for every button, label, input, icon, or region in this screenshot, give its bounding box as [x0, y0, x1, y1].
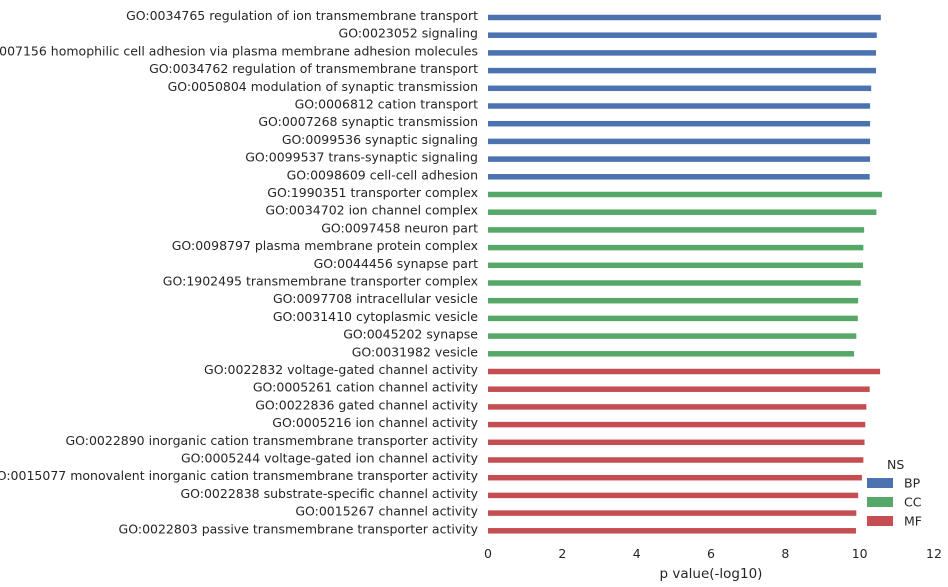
x-tick-label: 0: [484, 546, 492, 561]
bar-cc-14: [488, 244, 864, 251]
category-label: GO:0045202 synapse: [343, 327, 478, 342]
category-label: GO:0099536 synaptic signaling: [282, 132, 478, 147]
category-label: GO:0031410 cytoplasmic vesicle: [273, 309, 478, 324]
legend-entries: BP CC MF: [867, 476, 922, 529]
x-tick-label: 8: [781, 546, 789, 561]
bar-bp-9: [488, 156, 871, 162]
category-label: GO:0005244 voltage-gated ion channel act…: [181, 451, 479, 466]
x-axis: 0 2 4 6 8 10 12: [484, 546, 942, 561]
category-label: GO:0022836 gated channel activity: [255, 397, 478, 412]
legend-swatch-cc: [867, 497, 893, 507]
bar-cc-20: [488, 351, 855, 357]
legend-swatch-bp: [867, 478, 893, 488]
category-label: GO:0022838 substrate-specific channel ac…: [180, 486, 478, 501]
bar-bp-8: [488, 138, 871, 145]
category-label: GO:0007156 homophilic cell adhesion via …: [0, 43, 478, 58]
bar-mf-24: [488, 421, 866, 428]
bar-cc-12: [488, 209, 877, 215]
legend-title: NS: [887, 457, 904, 472]
category-label: GO:0044456 synapse part: [314, 256, 478, 271]
bar-bp-6: [488, 103, 871, 109]
category-label: GO:1990351 transporter complex: [267, 185, 478, 200]
category-label: GO:0034762 regulation of transmembrane t…: [149, 61, 478, 76]
bar-cc-18: [488, 315, 858, 322]
category-labels-group: GO:0034765 regulation of ion transmembra…: [0, 8, 479, 536]
legend-label-mf: MF: [904, 514, 922, 529]
category-label: GO:0034765 regulation of ion transmembra…: [126, 8, 478, 23]
category-label: GO:0015077 monovalent inorganic cation t…: [0, 468, 479, 483]
category-label: GO:1902495 transmembrane transporter com…: [163, 274, 478, 289]
category-label: GO:0050804 modulation of synaptic transm…: [168, 79, 478, 94]
category-label: GO:0022890 inorganic cation transmembran…: [65, 433, 478, 448]
bar-cc-16: [488, 280, 861, 286]
x-tick-label: 2: [558, 546, 566, 561]
x-tick-label: 6: [707, 546, 715, 561]
category-label: GO:0022832 voltage-gated channel activit…: [204, 362, 479, 377]
x-tick-label: 12: [926, 546, 942, 561]
bar-cc-13: [488, 227, 865, 233]
category-label: GO:0022803 passive transmembrane transpo…: [119, 521, 479, 536]
legend-label-bp: BP: [904, 476, 921, 491]
bar-bp-4: [488, 67, 877, 74]
legend-swatch-mf: [867, 516, 893, 526]
bar-bp-2: [488, 32, 877, 38]
category-label: GO:0099537 trans-synaptic signaling: [245, 150, 478, 165]
bar-mf-30: [488, 528, 856, 534]
category-label: GO:0034702 ion channel complex: [265, 203, 478, 218]
category-label: GO:0005261 cation channel activity: [253, 380, 479, 395]
x-tick-label: 10: [852, 546, 868, 561]
category-label: GO:0005216 ion channel activity: [272, 415, 478, 430]
bar-cc-11: [488, 191, 882, 198]
bar-mf-29: [488, 510, 857, 516]
bar-mf-21: [488, 368, 881, 375]
bar-bp-1: [488, 14, 881, 21]
bar-mf-25: [488, 439, 865, 446]
category-label: GO:0023052 signaling: [339, 26, 478, 41]
category-label: GO:0097458 neuron part: [321, 220, 478, 235]
category-label: GO:0031982 vesicle: [352, 344, 479, 359]
x-tick-label: 4: [633, 546, 641, 561]
bar-mf-23: [488, 404, 867, 410]
x-axis-label: p value(-log10): [660, 566, 763, 582]
legend: NS BP CC MF: [867, 457, 922, 529]
bar-cc-15: [488, 262, 864, 269]
bar-mf-22: [488, 386, 870, 392]
bar-cc-19: [488, 333, 857, 339]
category-label: GO:0097708 intracellular vesicle: [273, 291, 478, 306]
bar-mf-28: [488, 492, 859, 499]
category-label: GO:0098797 plasma membrane protein compl…: [172, 238, 478, 253]
bars-group: [488, 14, 882, 534]
category-label: GO:0007268 synaptic transmission: [258, 114, 478, 129]
category-label: GO:0015267 channel activity: [295, 504, 478, 519]
bar-cc-17: [488, 297, 859, 304]
category-label: GO:0006812 cation transport: [295, 97, 478, 112]
bar-mf-27: [488, 474, 862, 481]
bar-mf-26: [488, 457, 864, 463]
bar-bp-5: [488, 85, 872, 92]
category-label: GO:0098609 cell-cell adhesion: [287, 167, 478, 182]
bar-bp-7: [488, 120, 871, 127]
bar-bp-10: [488, 174, 870, 180]
legend-label-cc: CC: [904, 495, 922, 510]
bar-bp-3: [488, 50, 877, 56]
